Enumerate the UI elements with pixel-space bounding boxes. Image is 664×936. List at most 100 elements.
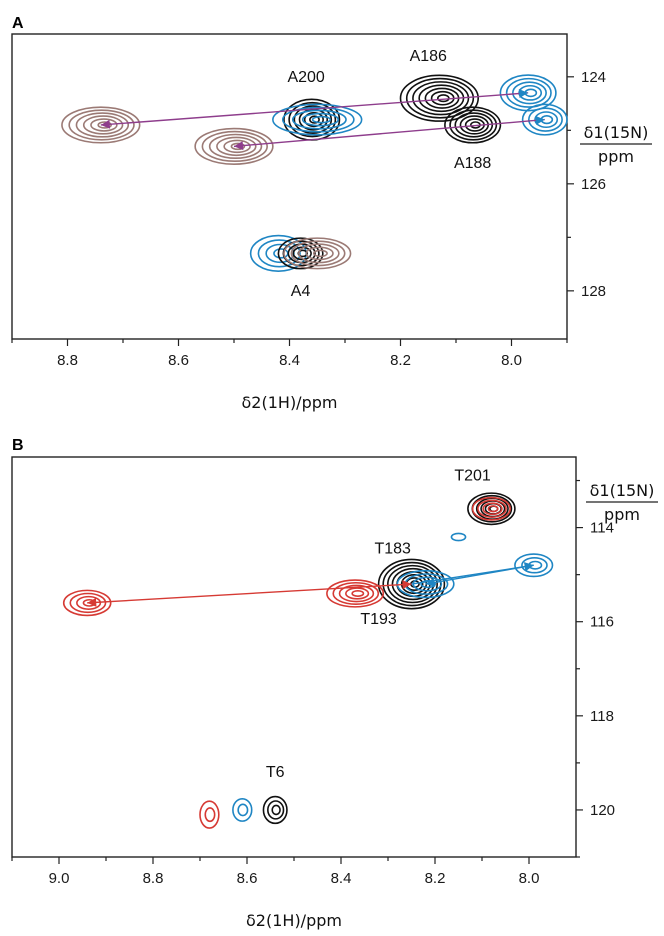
contour-level: [412, 81, 470, 116]
contour-level: [514, 553, 554, 578]
peak-contour: [471, 496, 512, 521]
x-tick-label: 9.0: [49, 870, 70, 887]
contour-level: [454, 112, 494, 138]
y-tick-label: 114: [590, 520, 614, 537]
x-tick-label: 8.0: [519, 870, 540, 887]
contour-level: [487, 505, 499, 513]
contour-level: [338, 584, 375, 603]
contour-level: [505, 77, 552, 108]
peak-contour: [262, 795, 288, 825]
shift-arrow-line: [425, 564, 534, 585]
y-axis-label-numerator: δ1(15N): [584, 123, 649, 142]
contour-level: [298, 243, 340, 264]
contour-level: [216, 136, 257, 157]
peak-label: T6: [266, 764, 285, 781]
contour-level: [199, 800, 220, 829]
contour-level: [332, 581, 380, 605]
shift-arrow-head: [234, 141, 244, 151]
contour-level: [420, 579, 436, 589]
peak-contour: [326, 579, 385, 608]
contour-level: [301, 112, 340, 127]
contour-level: [230, 142, 246, 151]
contour-level: [399, 74, 479, 122]
y-tick-label: 120: [590, 802, 615, 819]
contour-level: [69, 592, 107, 614]
contour-level: [377, 558, 446, 610]
peak-contour: [272, 103, 363, 136]
peak-contour: [514, 553, 554, 578]
contour-level: [444, 106, 502, 144]
x-tick-label: 8.6: [237, 870, 258, 887]
contour-level: [521, 103, 568, 136]
panel-b-letter: B: [12, 437, 24, 454]
contour-level: [262, 795, 288, 825]
shift-arrow-tail-head: [535, 115, 545, 125]
peak-label: A188: [454, 155, 491, 172]
contour-level: [471, 496, 512, 521]
contour-level: [201, 130, 268, 162]
contour-level: [305, 246, 334, 261]
x-tick-label: 8.4: [279, 352, 300, 369]
y-tick-label: 124: [581, 69, 606, 86]
contour-level: [290, 240, 346, 267]
contour-level: [194, 127, 274, 165]
x-tick-label: 8.4: [331, 870, 352, 887]
peak-label: A186: [410, 48, 447, 65]
contour-level: [345, 587, 370, 600]
contour-level: [303, 112, 324, 128]
panel-a-letter: A: [12, 15, 24, 32]
contour-level: [405, 77, 475, 119]
contour-level: [271, 804, 281, 816]
contour-level: [283, 237, 352, 270]
y-axis-label-numerator: δ1(15N): [590, 481, 655, 500]
shift-arrow-tail-head: [425, 578, 436, 587]
peak-contour: [199, 800, 220, 829]
contour-level: [499, 74, 557, 112]
x-tick-label: 8.6: [168, 352, 189, 369]
x-tick-label: 8.2: [390, 352, 411, 369]
shift-arrow-head: [524, 562, 534, 572]
x-tick-label: 8.8: [57, 352, 78, 369]
peak-label: T183: [374, 540, 411, 557]
contour-level: [288, 101, 337, 138]
contour-level: [208, 133, 263, 160]
contour-level: [477, 499, 507, 518]
contour-level: [312, 249, 328, 258]
shift-arrow-head: [100, 119, 111, 129]
contour-level: [450, 532, 467, 542]
contour-level: [293, 105, 333, 134]
contour-level: [62, 589, 112, 617]
contour-level: [204, 807, 216, 823]
contour-level: [326, 579, 385, 608]
peak-contour: [62, 589, 112, 617]
contour-level: [90, 118, 118, 132]
shift-arrow-line: [100, 92, 529, 126]
contour-level: [273, 248, 289, 259]
contour-level: [528, 107, 563, 132]
y-tick-label: 118: [590, 708, 614, 725]
contour-level: [75, 112, 130, 138]
y-tick-label: 116: [590, 614, 614, 631]
y-tick-label: 126: [581, 176, 606, 193]
contour-level: [257, 239, 301, 268]
contour-level: [267, 800, 285, 820]
panel-a-plot: 8.8 8.6 8.4 8.2 8.0 124 126 128 δ2(1H)/ppm δ1(15N…: [11, 33, 652, 412]
contour-level: [521, 556, 548, 574]
contour-level: [311, 115, 332, 124]
contour-level: [449, 109, 498, 141]
peak-contour: [249, 234, 307, 272]
peak-label: A200: [287, 69, 324, 86]
peak-contour: [61, 106, 141, 144]
contour-level: [68, 109, 135, 141]
peak-contour: [444, 106, 502, 144]
peak-label: A4: [291, 283, 311, 300]
x-axis-label: δ2(1H)/ppm: [242, 393, 338, 412]
peak-contour: [450, 532, 467, 542]
contour-level: [82, 115, 124, 135]
shift-arrow-head: [87, 597, 97, 607]
shift-arrow-tail-head: [402, 580, 412, 590]
contour-level: [223, 139, 251, 154]
contour-level: [281, 106, 355, 133]
contour-level: [396, 569, 455, 599]
